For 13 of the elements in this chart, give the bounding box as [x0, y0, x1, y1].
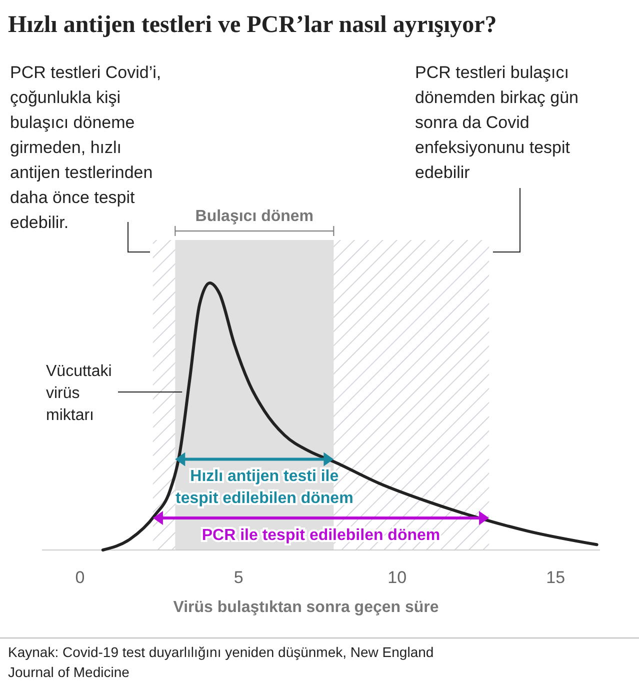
x-axis-title: Virüs bulaştıktan sonra geçen süre	[173, 599, 439, 616]
text: PCR testleri bulaşıcı dönemden birkaç gün sonra da Covid enfeksiyonunu tespit edebilir	[415, 63, 579, 182]
legend-label: Vücuttaki virüs miktarı	[46, 363, 112, 424]
chart-title: Hızlı antijen testleri ve PCR’lar nasıl ayrışıyor?	[8, 12, 497, 38]
x-tick-label: 10	[388, 568, 407, 587]
text: PCR testleri Covid’i, çoğunlukla kişi bulaşıcı döneme girmeden, hızlı antijen testlerinden daha önce tespit edebilir.	[10, 63, 162, 232]
text: Kaynak: Covid-19 test duyarlılığını yeniden düşünmek, New England Journal of Medicine	[8, 644, 434, 680]
annotation: Hızlı antijen testi ile tespit edilebilen dönem	[176, 468, 354, 508]
x-tick-label: 0	[75, 568, 85, 587]
band-label: PCR ile tespit edilebilen dönem	[202, 526, 440, 544]
band-label: Bulaşıcı dönem	[195, 208, 314, 225]
x-tick-label: 15	[546, 568, 566, 587]
x-tick-label: 5	[234, 568, 244, 587]
